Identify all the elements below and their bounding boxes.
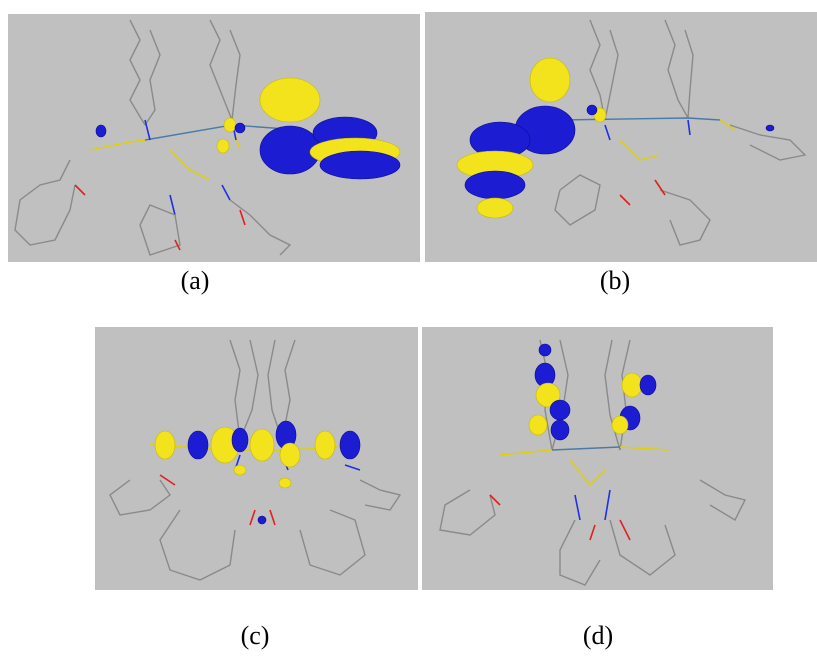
panel-d-image [422,327,773,590]
panel-c-image [95,327,418,590]
panel-label: (c) [241,621,270,650]
figure: (a) (b) (c) (d) [0,0,817,657]
panel-label: (b) [600,266,630,295]
panel-b-image [425,12,817,262]
panel-label: (a) [181,266,210,295]
panel-a-image [8,14,420,262]
panel-label: (d) [583,621,613,650]
